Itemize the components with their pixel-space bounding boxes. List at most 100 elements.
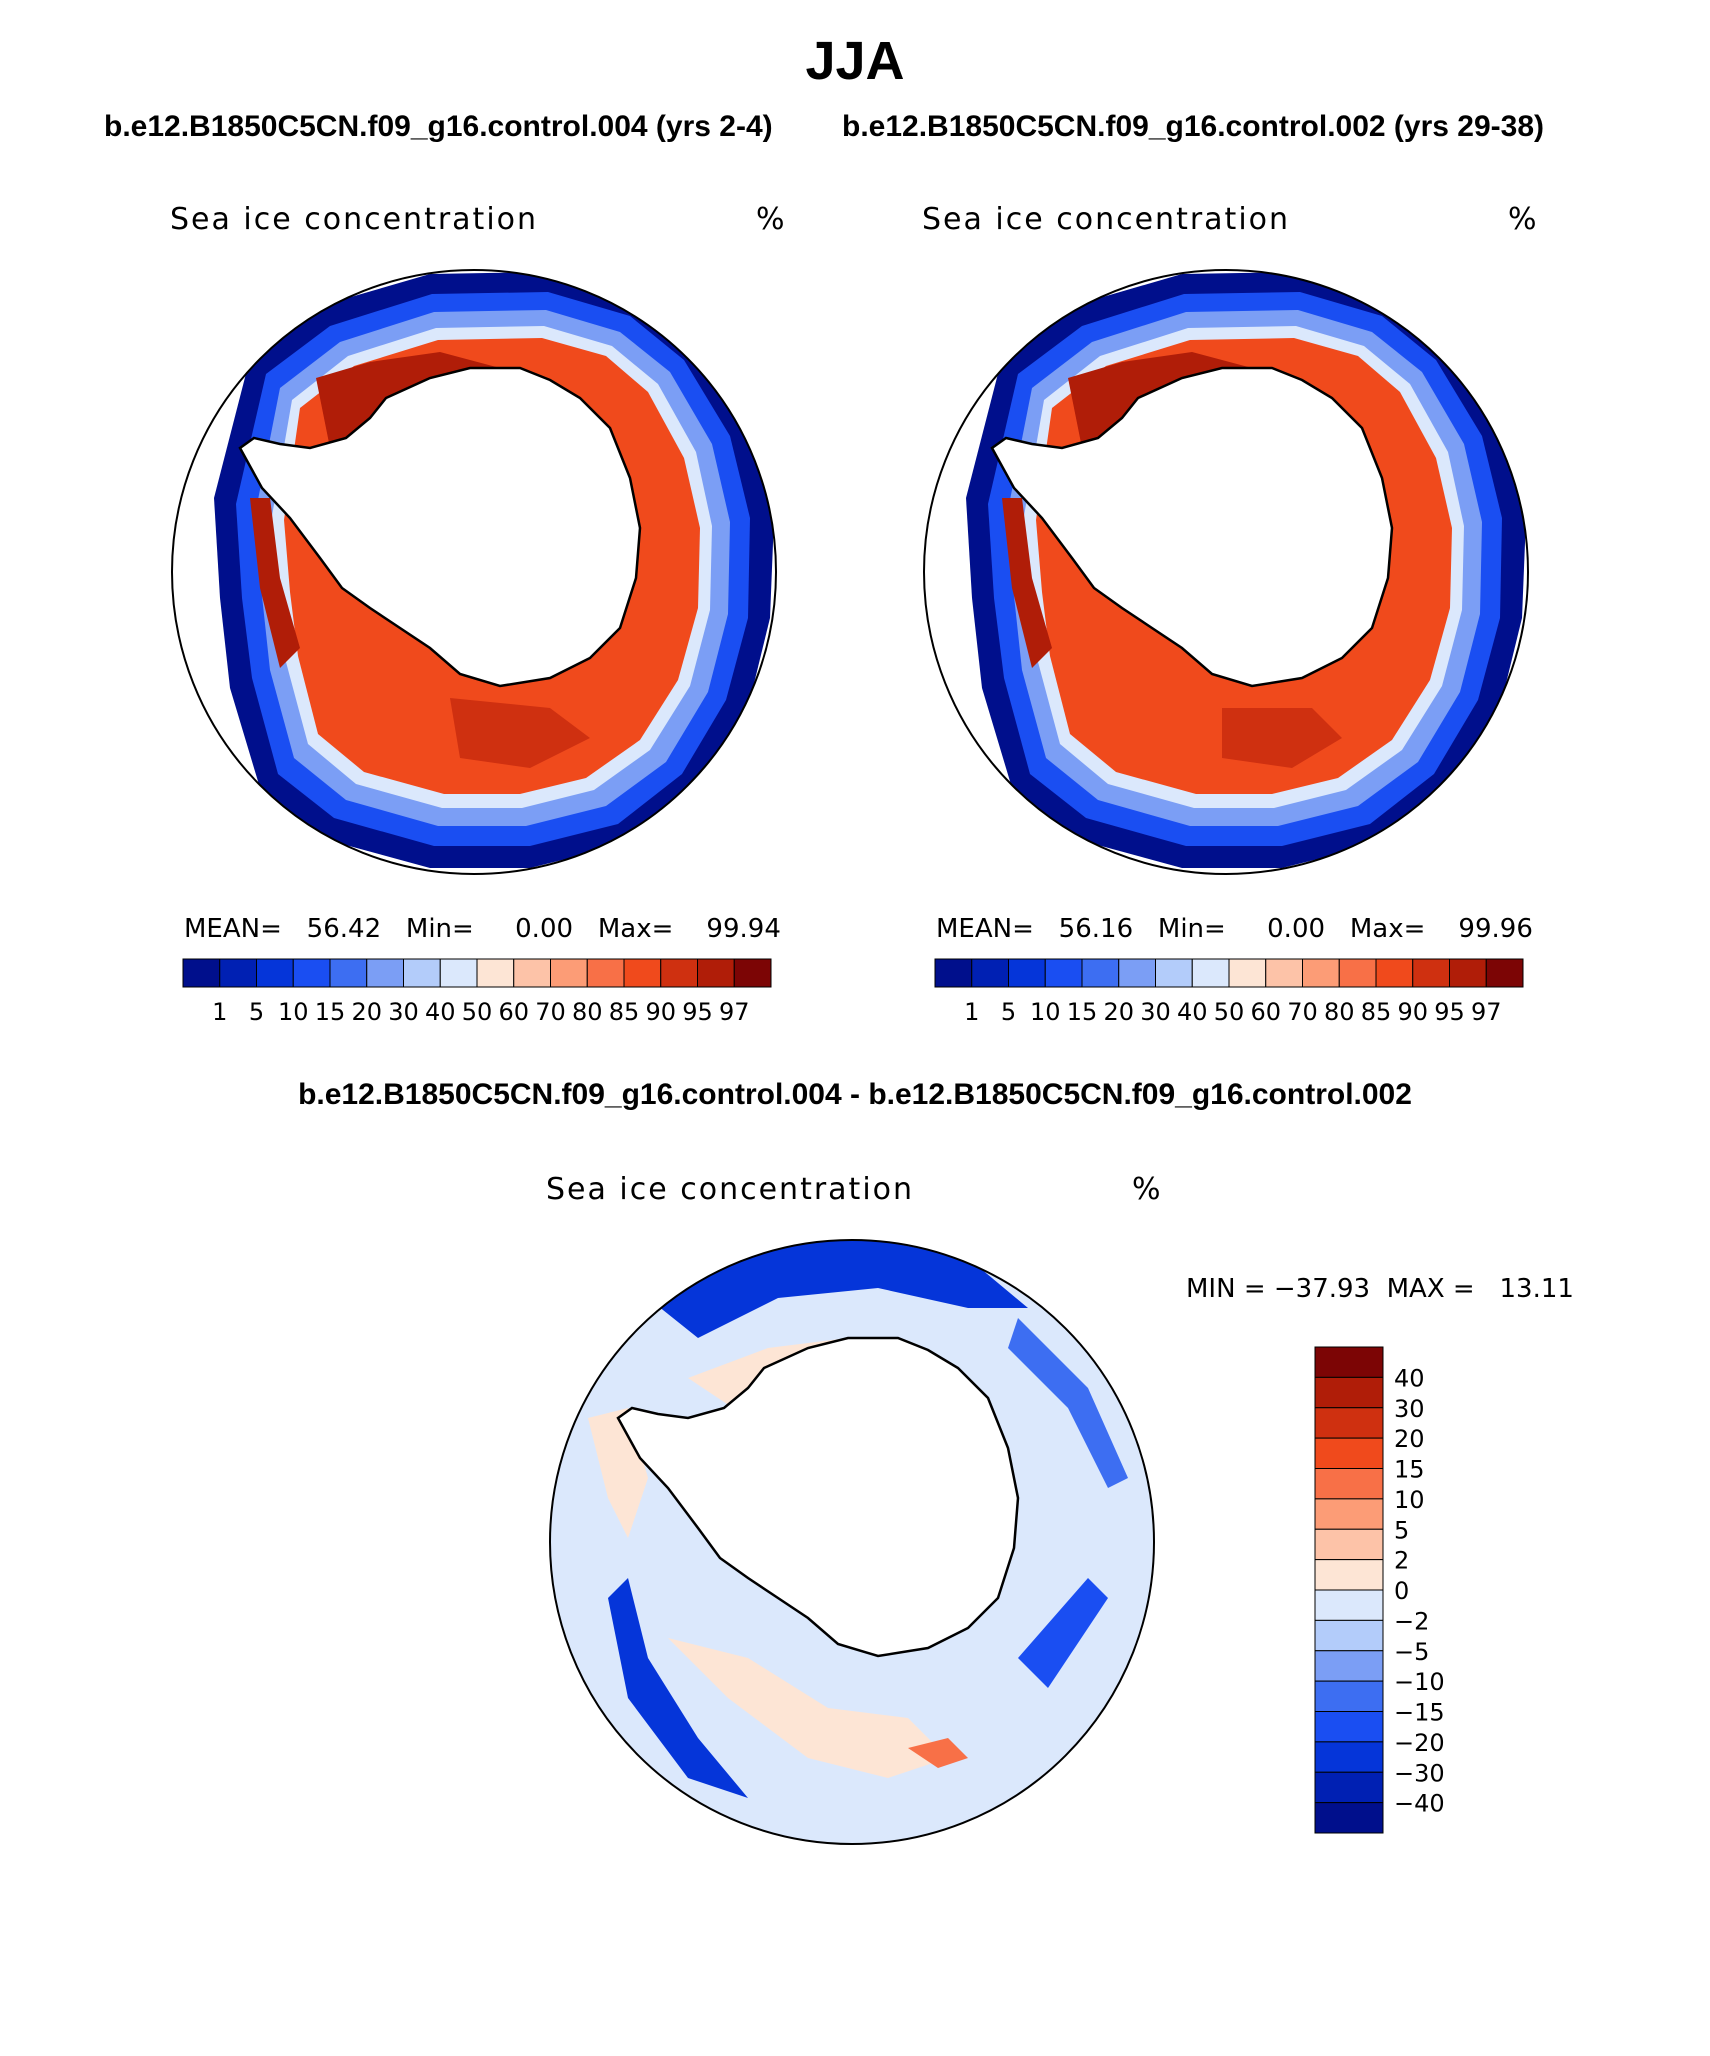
panel-1-colorbar-tick-label: 10 bbox=[278, 998, 309, 1026]
panel-1-case-title: b.e12.B1850C5CN.f09_g16.control.004 (yrs… bbox=[104, 110, 773, 143]
panel-2-colorbar-box bbox=[1338, 958, 1377, 988]
difference-colorbar-box bbox=[1314, 1528, 1384, 1561]
panel-1-colorbar-box bbox=[513, 958, 551, 988]
panel-2-colorbar-box bbox=[971, 958, 1009, 988]
difference-colorbar-tick-label: −15 bbox=[1394, 1699, 1445, 1727]
difference-colorbar-box bbox=[1314, 1437, 1384, 1469]
difference-colorbar-box bbox=[1314, 1711, 1384, 1743]
panel-2-colorbar-tick-label: 90 bbox=[1397, 998, 1428, 1026]
difference-colorbar-box bbox=[1314, 1802, 1384, 1834]
panel-1-colorbar-box bbox=[403, 958, 441, 988]
panel-2-colorbar-box bbox=[1412, 958, 1450, 988]
panel-2-colorbar-tick-label: 1 bbox=[964, 998, 979, 1026]
panel-2-colorbar-box bbox=[1155, 958, 1193, 988]
difference-colorbar-box bbox=[1314, 1589, 1384, 1621]
panel-2-colorbar-tick-label: 5 bbox=[1001, 998, 1016, 1026]
panel-1-colorbar-box bbox=[660, 958, 698, 988]
panel-1-colorbar-tick-label: 5 bbox=[249, 998, 264, 1026]
difference-colorbar-box bbox=[1314, 1376, 1384, 1409]
difference-colorbar-tick-label: −30 bbox=[1394, 1759, 1445, 1787]
panel-2-colorbar-box bbox=[1081, 958, 1120, 988]
difference-colorbar-box bbox=[1314, 1741, 1384, 1773]
difference-title: b.e12.B1850C5CN.f09_g16.control.004 - b.… bbox=[298, 1078, 1412, 1111]
antarctica-continent bbox=[238, 366, 642, 688]
panel-1-colorbar-box bbox=[623, 958, 662, 988]
panel-2-colorbar-tick-label: 80 bbox=[1324, 998, 1355, 1026]
panel-2-colorbar-tick-label: 30 bbox=[1140, 998, 1171, 1026]
figure-title: JJA bbox=[805, 31, 905, 91]
panel-2-colorbar-tick-label: 50 bbox=[1214, 998, 1245, 1026]
panel-2-colorbar-tick-label: 60 bbox=[1250, 998, 1281, 1026]
panel-2-colorbar-box bbox=[1118, 958, 1156, 988]
panel-2-stats: MEAN= 56.16 Min= 0.00 Max= 99.96 bbox=[936, 914, 1533, 944]
panel-1-colorbar-tick-label: 97 bbox=[719, 998, 750, 1026]
difference-colorbar-tick-label: −20 bbox=[1394, 1729, 1445, 1757]
panel-2-colorbar-tick-label: 20 bbox=[1103, 998, 1134, 1026]
difference-colorbar-box bbox=[1314, 1650, 1384, 1682]
panel-2-units-label: % bbox=[1508, 202, 1537, 237]
panel-2-variable-label: Sea ice concentration bbox=[922, 202, 1291, 237]
panel-1-colorbar-box bbox=[219, 958, 257, 988]
panel-1-variable-label: Sea ice concentration bbox=[170, 202, 539, 237]
panel-1-map bbox=[171, 269, 777, 875]
difference-colorbar-box bbox=[1314, 1407, 1384, 1439]
difference-colorbar-tick-label: −40 bbox=[1394, 1790, 1445, 1818]
difference-colorbar-tick-label: 10 bbox=[1394, 1486, 1425, 1514]
panel-1-colorbar-tick-label: 15 bbox=[315, 998, 346, 1026]
difference-colorbar-box bbox=[1314, 1559, 1384, 1591]
panel-2-colorbar-tick-label: 70 bbox=[1287, 998, 1318, 1026]
panel-1-colorbar-box bbox=[329, 958, 368, 988]
panel-1-colorbar-tick-label: 70 bbox=[535, 998, 566, 1026]
panel-2-colorbar-tick-label: 85 bbox=[1361, 998, 1392, 1026]
panel-1-colorbar-tick-label: 30 bbox=[388, 998, 419, 1026]
panel-1-colorbar-box bbox=[182, 958, 221, 988]
panel-2-map bbox=[923, 269, 1529, 875]
panel-2-colorbar: 1 5 10 15 20 30 40 50 60 70 80 85 90 95 97 bbox=[934, 958, 1524, 1026]
map-boundary bbox=[171, 269, 777, 875]
panel-1-colorbar-tick-label: 85 bbox=[609, 998, 640, 1026]
panel-2-colorbar-box bbox=[1191, 958, 1230, 988]
panel-1-colorbar-tick-label: 40 bbox=[425, 998, 456, 1026]
panel-1-colorbar-tick-label: 20 bbox=[351, 998, 382, 1026]
panel-1-colorbar-tick-label: 60 bbox=[498, 998, 529, 1026]
difference-colorbar-tick-label: 5 bbox=[1394, 1516, 1409, 1544]
panel-2-colorbar-box bbox=[1265, 958, 1303, 988]
panel-1-colorbar-box bbox=[476, 958, 515, 988]
panel-2-colorbar-tick-label: 40 bbox=[1177, 998, 1208, 1026]
panel-1-colorbar-tick-label: 80 bbox=[572, 998, 603, 1026]
difference-colorbar-tick-label: 15 bbox=[1394, 1456, 1425, 1484]
panel-2-colorbar-box bbox=[1485, 958, 1524, 988]
panel-2-colorbar-tick-label: 10 bbox=[1030, 998, 1061, 1026]
difference-colorbar-tick-label: 2 bbox=[1394, 1547, 1409, 1575]
difference-colorbar-tick-label: 20 bbox=[1394, 1425, 1425, 1453]
panel-1-colorbar-box bbox=[366, 958, 404, 988]
difference-colorbar-tick-label: −5 bbox=[1394, 1638, 1429, 1666]
difference-colorbar-box bbox=[1314, 1498, 1384, 1530]
panel-1-units-label: % bbox=[756, 202, 785, 237]
panel-1-colorbar-box bbox=[292, 958, 331, 988]
panel-1-colorbar-tick-label: 95 bbox=[682, 998, 713, 1026]
difference-stats: MIN = −37.93 MAX = 13.11 bbox=[1186, 1274, 1574, 1304]
panel-2-colorbar-box bbox=[1008, 958, 1046, 988]
panel-1-colorbar: 1 5 10 15 20 30 40 50 60 70 80 85 90 95 97 bbox=[182, 958, 772, 1026]
panel-1-colorbar-box bbox=[697, 958, 735, 988]
difference-variable-label: Sea ice concentration bbox=[546, 1172, 915, 1207]
panel-1-stats: MEAN= 56.42 Min= 0.00 Max= 99.94 bbox=[184, 914, 781, 944]
panel-1-colorbar-box bbox=[550, 958, 588, 988]
difference-colorbar-tick-label: −2 bbox=[1394, 1607, 1429, 1635]
difference-units-label: % bbox=[1132, 1172, 1161, 1207]
panel-1-colorbar-box bbox=[439, 958, 478, 988]
panel-2-colorbar-box bbox=[1044, 958, 1083, 988]
panel-1-colorbar-box bbox=[256, 958, 294, 988]
difference-colorbar-tick-label: 0 bbox=[1394, 1577, 1409, 1605]
panel-2-colorbar-box bbox=[1228, 958, 1267, 988]
panel-1-colorbar-tick-label: 50 bbox=[462, 998, 493, 1026]
panel-2-colorbar-tick-label: 15 bbox=[1067, 998, 1098, 1026]
panel-2-colorbar-box bbox=[1449, 958, 1487, 988]
panel-2-colorbar-tick-label: 95 bbox=[1434, 998, 1465, 1026]
panel-1-colorbar-box bbox=[733, 958, 772, 988]
difference-colorbar-tick-label: 30 bbox=[1394, 1395, 1425, 1423]
difference-colorbar-box bbox=[1314, 1346, 1384, 1378]
panel-2-colorbar-box bbox=[1375, 958, 1414, 988]
